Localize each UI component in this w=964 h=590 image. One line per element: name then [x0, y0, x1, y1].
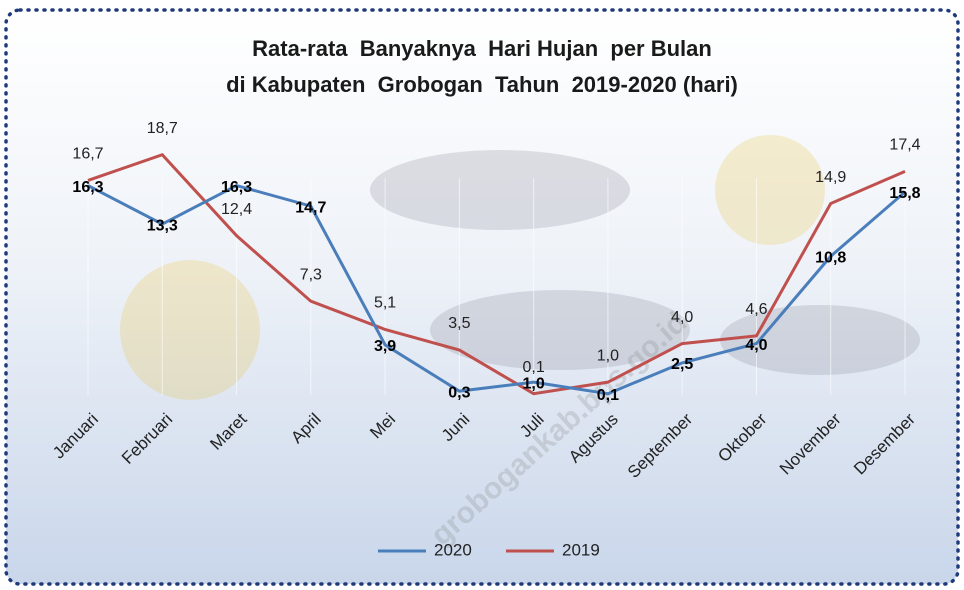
- data-label: 7,3: [300, 266, 322, 283]
- data-label: 2,5: [671, 356, 693, 373]
- data-label: 14,9: [815, 169, 846, 186]
- background-decoration: [120, 135, 920, 400]
- data-label: 1,0: [523, 375, 545, 392]
- series-line: [87, 152, 906, 396]
- data-label: 4,0: [671, 309, 693, 326]
- data-label: 4,6: [745, 301, 767, 318]
- data-label: 5,1: [374, 295, 396, 312]
- chart-title: Rata-rata Banyaknya Hari Hujan per Bulan: [252, 36, 712, 61]
- data-label: 17,4: [889, 137, 920, 154]
- series-line: [87, 183, 906, 396]
- data-label: 16,3: [221, 179, 252, 196]
- data-label: 4,0: [745, 337, 767, 354]
- data-label: 18,7: [147, 120, 178, 137]
- data-label: 13,3: [147, 217, 178, 234]
- data-label: 15,8: [889, 185, 920, 202]
- legend-label: 2020: [434, 540, 472, 559]
- chart-title: di Kabupaten Grobogan Tahun 2019-2020 (h…: [226, 72, 738, 97]
- data-label: 0,1: [597, 387, 619, 404]
- data-label: 0,1: [523, 359, 545, 376]
- chart-frame: [4, 8, 960, 586]
- data-label: 14,7: [295, 199, 326, 216]
- data-label: 10,8: [815, 249, 846, 266]
- data-label: 16,3: [72, 179, 103, 196]
- data-label: 1,0: [597, 347, 619, 364]
- data-label: 16,7: [72, 146, 103, 163]
- data-label: 0,3: [448, 384, 470, 401]
- legend-label: 2019: [562, 540, 600, 559]
- data-label: 3,5: [448, 315, 470, 332]
- data-label: 12,4: [221, 201, 252, 218]
- data-label: 3,9: [374, 338, 396, 355]
